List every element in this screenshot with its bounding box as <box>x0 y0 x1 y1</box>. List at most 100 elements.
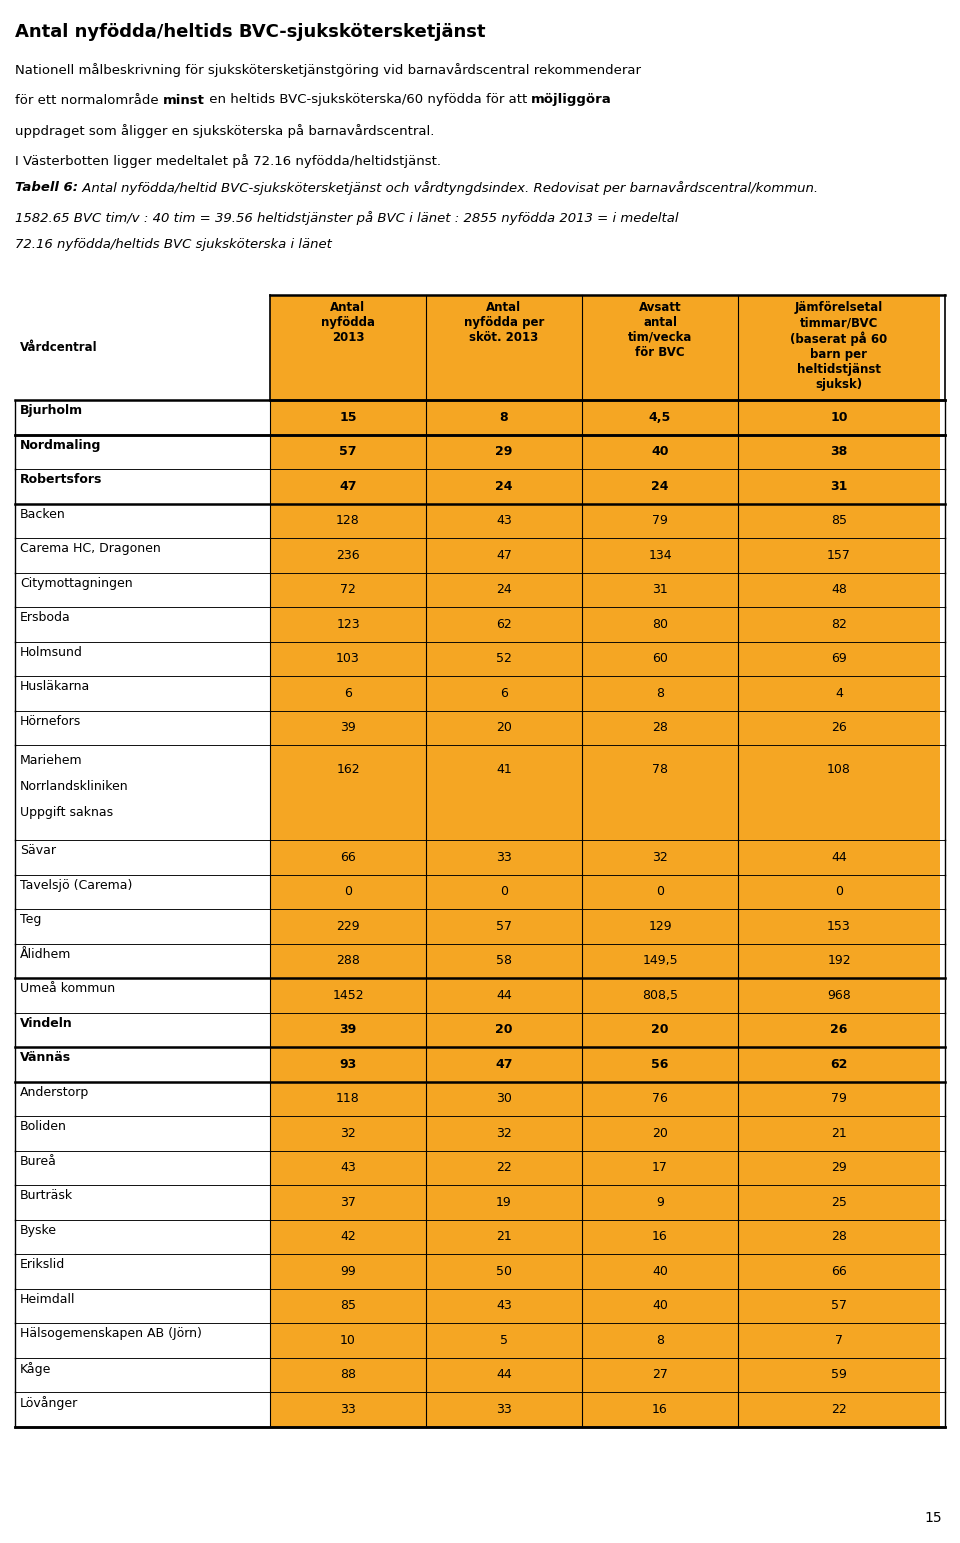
Text: 37: 37 <box>340 1196 356 1208</box>
Text: 33: 33 <box>496 850 512 864</box>
Text: 41: 41 <box>496 762 512 776</box>
Text: 40: 40 <box>651 446 669 458</box>
Bar <box>582 1185 738 1219</box>
Text: 24: 24 <box>496 583 512 596</box>
Bar <box>426 710 582 745</box>
Text: Tavelsjö (Carema): Tavelsjö (Carema) <box>20 880 132 892</box>
Text: 47: 47 <box>339 480 357 492</box>
Text: 93: 93 <box>340 1058 356 1071</box>
Text: 72: 72 <box>340 583 356 596</box>
Text: 30: 30 <box>496 1092 512 1105</box>
Bar <box>738 469 940 503</box>
Bar <box>270 875 426 909</box>
Text: 82: 82 <box>831 617 847 631</box>
Bar <box>738 676 940 710</box>
Text: Antal
nyfödda per
sköt. 2013: Antal nyfödda per sköt. 2013 <box>464 301 544 344</box>
Bar <box>738 839 940 875</box>
Bar <box>582 469 738 503</box>
Bar <box>582 875 738 909</box>
Text: Carema HC, Dragonen: Carema HC, Dragonen <box>20 542 160 555</box>
Text: 0: 0 <box>344 886 352 898</box>
Bar <box>582 400 738 435</box>
Text: 16: 16 <box>652 1230 668 1244</box>
Bar <box>426 1254 582 1288</box>
Text: Lövånger: Lövånger <box>20 1396 79 1410</box>
Text: 8: 8 <box>656 1333 664 1347</box>
Text: Byske: Byske <box>20 1224 57 1237</box>
Bar <box>270 978 426 1012</box>
Text: 57: 57 <box>496 920 512 934</box>
Text: 108: 108 <box>828 762 851 776</box>
Bar <box>582 710 738 745</box>
Text: Hälsogemenskapen AB (Jörn): Hälsogemenskapen AB (Jörn) <box>20 1327 202 1341</box>
Text: 22: 22 <box>496 1162 512 1174</box>
Bar <box>426 1219 582 1254</box>
Bar <box>582 539 738 572</box>
Text: Boliden: Boliden <box>20 1120 67 1133</box>
Bar <box>270 1048 426 1082</box>
Text: 43: 43 <box>340 1162 356 1174</box>
Text: Antal nyfödda/heltid BVC-sjukskötersketjänst och vårdtyngdsindex. Redovisat per : Antal nyfödda/heltid BVC-sjukskötersketj… <box>78 181 818 194</box>
Bar <box>582 978 738 1012</box>
Bar <box>738 400 940 435</box>
Text: 103: 103 <box>336 653 360 665</box>
Text: Burträsk: Burträsk <box>20 1190 73 1202</box>
Bar <box>738 943 940 978</box>
Bar <box>582 642 738 676</box>
Bar <box>426 642 582 676</box>
Bar <box>426 606 582 642</box>
Bar <box>270 1358 426 1392</box>
Text: 50: 50 <box>496 1265 512 1278</box>
Bar <box>582 839 738 875</box>
Text: Heimdall: Heimdall <box>20 1293 76 1305</box>
Bar <box>738 1082 940 1116</box>
Text: 42: 42 <box>340 1230 356 1244</box>
Bar <box>582 909 738 943</box>
Text: 85: 85 <box>340 1299 356 1312</box>
Bar <box>582 745 738 839</box>
Bar <box>270 1116 426 1151</box>
Text: 72.16 nyfödda/heltids BVC sjuksköterska i länet: 72.16 nyfödda/heltids BVC sjuksköterska … <box>15 238 332 252</box>
Bar <box>738 435 940 469</box>
Bar <box>738 745 940 839</box>
Text: Vårdcentral: Vårdcentral <box>20 341 98 353</box>
Text: 62: 62 <box>830 1058 848 1071</box>
Bar <box>582 1392 738 1426</box>
Text: Nationell målbeskrivning för sjukskötersketjänstgöring vid barnavårdscentral rek: Nationell målbeskrivning för sjuksköters… <box>15 63 641 77</box>
Bar <box>426 1392 582 1426</box>
Bar <box>270 745 426 839</box>
Bar <box>270 400 426 435</box>
Text: 123: 123 <box>336 617 360 631</box>
Text: 99: 99 <box>340 1265 356 1278</box>
Bar <box>582 1151 738 1185</box>
Text: 52: 52 <box>496 653 512 665</box>
Bar <box>270 642 426 676</box>
Text: 288: 288 <box>336 954 360 967</box>
Bar <box>270 1219 426 1254</box>
Text: 27: 27 <box>652 1369 668 1381</box>
Text: 40: 40 <box>652 1265 668 1278</box>
Text: uppdraget som åligger en sjuksköterska på barnavårdscentral.: uppdraget som åligger en sjuksköterska p… <box>15 123 434 137</box>
Bar <box>426 676 582 710</box>
Text: 236: 236 <box>336 549 360 562</box>
Text: 31: 31 <box>652 583 668 596</box>
Bar <box>738 642 940 676</box>
Bar <box>738 539 940 572</box>
Bar <box>426 1048 582 1082</box>
Bar <box>582 943 738 978</box>
Bar <box>270 469 426 503</box>
Bar <box>738 1358 940 1392</box>
Text: 10: 10 <box>830 410 848 424</box>
Text: 157: 157 <box>828 549 851 562</box>
Text: 62: 62 <box>496 617 512 631</box>
Bar <box>582 1219 738 1254</box>
Bar <box>738 1185 940 1219</box>
Text: 40: 40 <box>652 1299 668 1312</box>
Text: minst: minst <box>163 94 204 106</box>
Bar <box>270 676 426 710</box>
Text: 10: 10 <box>340 1333 356 1347</box>
Bar <box>582 503 738 539</box>
Text: 32: 32 <box>340 1126 356 1140</box>
Text: 58: 58 <box>496 954 512 967</box>
Text: 16: 16 <box>652 1403 668 1416</box>
